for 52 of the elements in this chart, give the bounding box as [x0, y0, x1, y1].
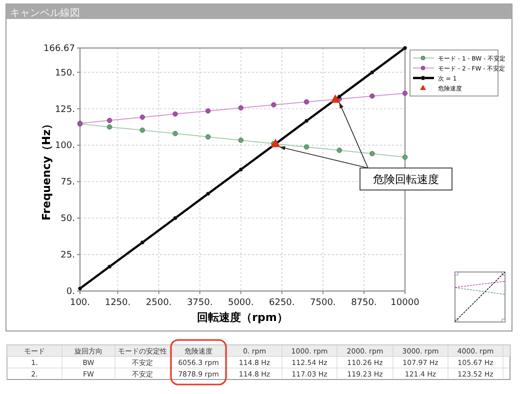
point: [172, 130, 178, 136]
point: [304, 144, 310, 150]
point: [238, 105, 244, 110]
y-tick-label: 125.: [54, 104, 75, 115]
point: [271, 102, 276, 108]
point: [106, 118, 112, 124]
y-tick-label: 75.: [60, 178, 75, 188]
point: [173, 216, 178, 220]
point: [172, 111, 178, 117]
point: [205, 108, 211, 114]
point: [370, 70, 374, 74]
y-tick-label: 100.: [54, 141, 75, 152]
line-series: [78, 46, 407, 291]
point: [206, 192, 210, 196]
y-tick-label: 25.: [60, 250, 75, 261]
point: [370, 151, 375, 156]
point: [270, 138, 280, 148]
annotation: 危険回転速度: [373, 173, 439, 186]
x-tick-label: 7500.: [310, 298, 336, 308]
point: [205, 134, 211, 140]
x-tick-label: 3750.: [186, 298, 213, 308]
point: [238, 168, 243, 172]
point: [140, 240, 144, 244]
x-axis-title: 回転速度（rpm）: [197, 311, 288, 324]
point: [238, 138, 244, 143]
point: [403, 46, 407, 50]
y-tick-label: 150.: [54, 68, 75, 78]
y-tick-label: 166.67: [44, 44, 75, 54]
x-tick-label: 2500.: [146, 298, 172, 308]
chart-title: キャンベル線図: [10, 8, 80, 19]
x-tick-label: 5000.: [228, 298, 254, 308]
point: [336, 148, 342, 153]
y-tick-label: 0.: [66, 287, 75, 297]
x-tick-label: 6250.: [269, 298, 295, 308]
point: [78, 286, 82, 291]
point: [370, 93, 375, 99]
x-tick-label: 100.: [70, 298, 90, 308]
point: [304, 99, 310, 104]
point: [108, 264, 112, 269]
y-tick-label: 50.: [60, 214, 75, 224]
x-tick-label: 8750.: [351, 298, 377, 308]
y-axis-title: Frequency（Hz）: [40, 118, 53, 220]
point: [402, 90, 408, 96]
point: [140, 114, 145, 120]
x-tick-label: 10000: [390, 298, 420, 308]
point: [402, 154, 408, 160]
point: [140, 128, 145, 133]
x-tick-label: 1250.: [104, 298, 131, 308]
point: [106, 124, 112, 130]
point: [330, 94, 340, 103]
point: [337, 94, 342, 99]
point: [304, 118, 309, 123]
